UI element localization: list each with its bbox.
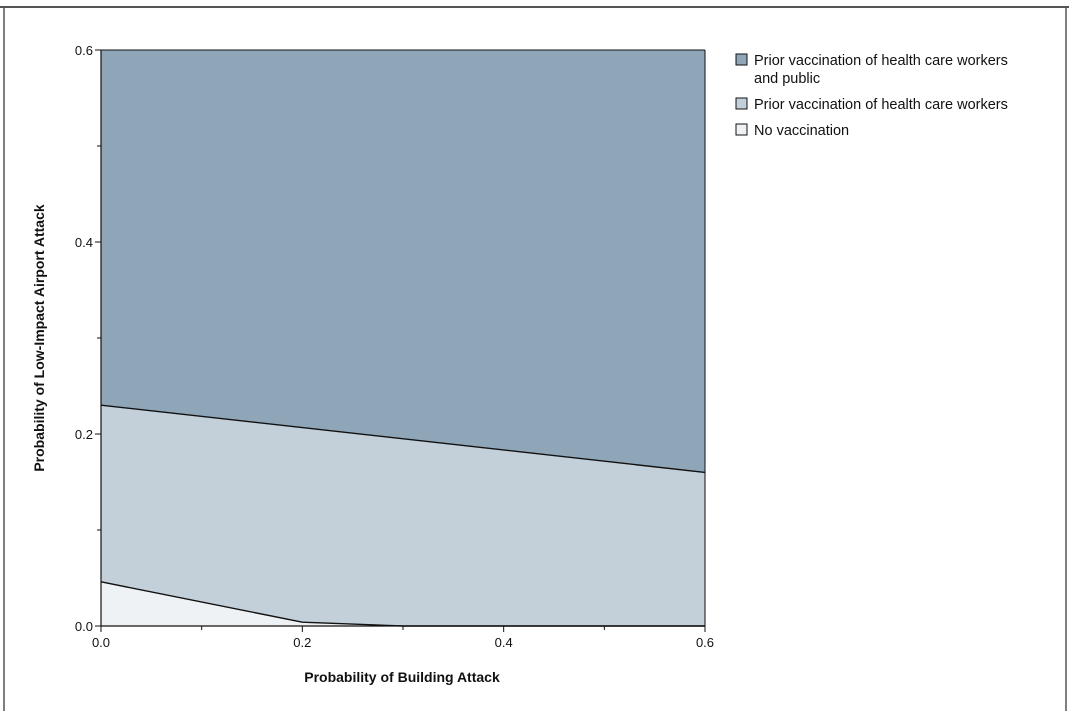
legend-swatch (735, 123, 748, 136)
legend-label: Prior vaccination of health care workers (754, 53, 1008, 69)
legend-swatch (735, 97, 748, 110)
legend-item-prior-vaccination-of-health-care-workers: Prior vaccination of health care workers (735, 97, 1008, 113)
region-prior-vaccination-of-health-care-workers-and-public (101, 50, 705, 473)
x-tick-label: 0.2 (293, 635, 311, 650)
legend-item-prior-vaccination-of-health-care-workers-and-public: Prior vaccination of health care workers… (735, 53, 1008, 87)
y-axis-title: Probability of Low-Impact Airport Attack (31, 204, 47, 472)
legend-label: and public (754, 71, 820, 87)
x-tick-label: 0.0 (92, 635, 110, 650)
x-tick-label: 0.4 (495, 635, 513, 650)
area-regions (101, 50, 705, 626)
y-tick-label: 0.0 (75, 619, 93, 634)
legend: Prior vaccination of health care workers… (735, 53, 1008, 139)
region-no-vaccination (101, 581, 403, 626)
x-tick-label: 0.6 (696, 635, 714, 650)
boundary-line-prior-vaccination-of-health-care-workers-and-public (100, 404, 706, 474)
legend-label: No vaccination (754, 123, 849, 139)
y-tick-label: 0.6 (75, 43, 93, 58)
legend-swatch (735, 53, 748, 66)
y-tick-label: 0.2 (75, 427, 93, 442)
region-prior-vaccination-of-health-care-workers (101, 405, 705, 626)
legend-label: Prior vaccination of health care workers (754, 97, 1008, 113)
x-axis-title: Probability of Building Attack (304, 669, 500, 685)
y-tick-label: 0.4 (75, 235, 93, 250)
ticks: 0.0 0.2 0.4 0.6 0.0 0.2 0.4 0.6 (75, 43, 714, 650)
legend-item-no-vaccination: No vaccination (735, 123, 849, 139)
